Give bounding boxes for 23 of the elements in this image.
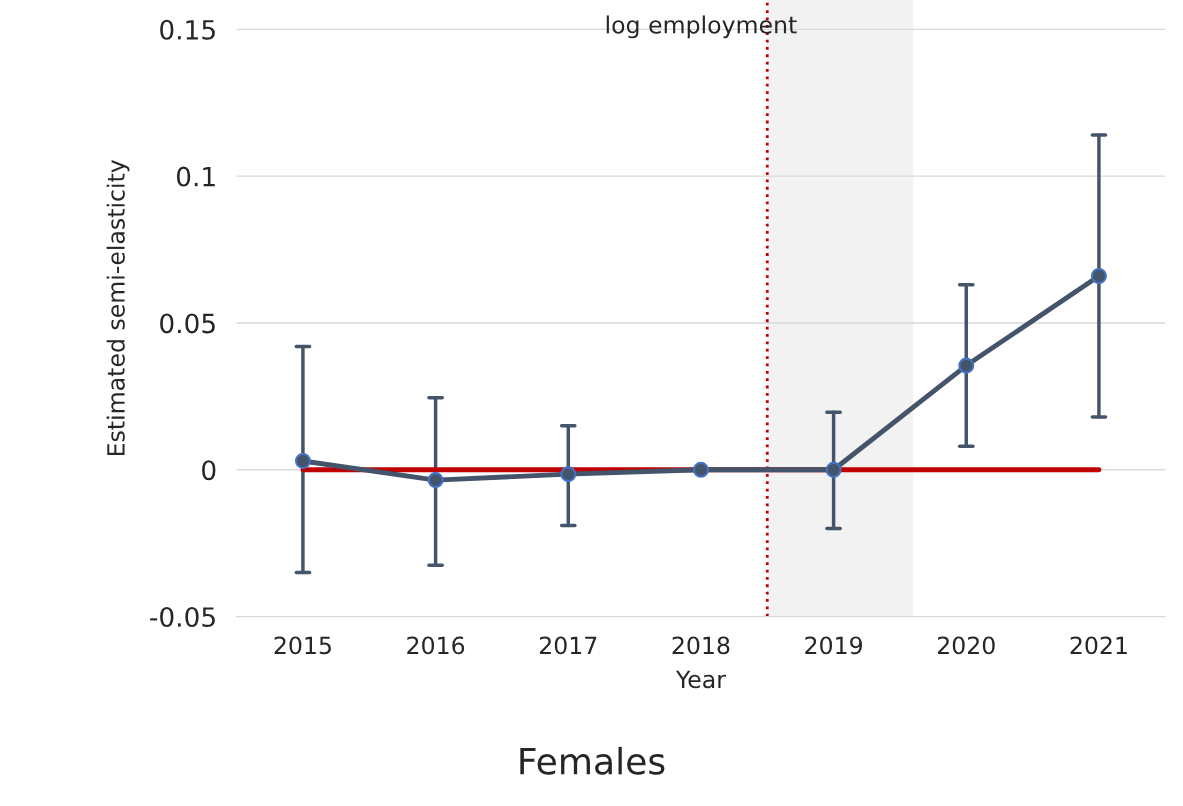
point (560, 466, 577, 483)
text: log employment (606, 15, 797, 39)
x-tick-label: 2016 (407, 636, 465, 655)
x-tick-label: 2018 (672, 636, 730, 655)
x-tick-label: 2017 (539, 636, 597, 655)
x-tick-label: 2020 (937, 636, 995, 655)
point (692, 461, 709, 478)
y-tick-label: 0.05 (160, 313, 215, 334)
y-tick-label: 0.1 (176, 166, 215, 187)
y-tick-label: 0 (202, 460, 216, 481)
y-tick-label: 0.15 (160, 19, 215, 40)
y-tick-label: -0.05 (150, 607, 215, 627)
x-tick-label: 2019 (805, 636, 862, 655)
text: Females (520, 746, 665, 775)
point (427, 472, 444, 489)
x-axis-title: Year (675, 670, 726, 689)
y-axis-title: Estimated semi-elasticity (106, 159, 130, 456)
x-tick-label: 2021 (1070, 636, 1127, 655)
point (294, 452, 311, 469)
x-tick-label: 2015 (274, 636, 331, 655)
point (958, 357, 975, 374)
point (1090, 268, 1107, 284)
point (825, 461, 842, 478)
